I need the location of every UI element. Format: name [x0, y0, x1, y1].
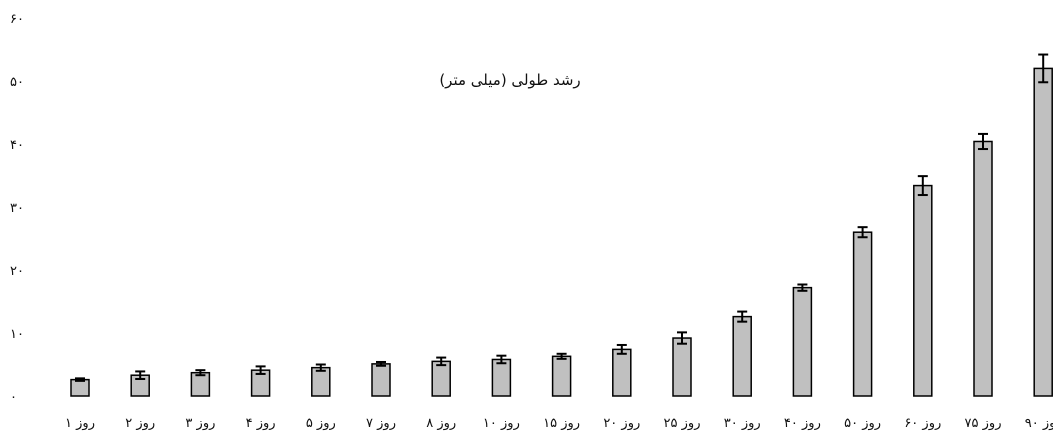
y-tick-label: ۵۰	[10, 75, 24, 90]
bar	[371, 363, 391, 397]
x-category-label: روز ۷۵	[965, 416, 1002, 431]
y-tick-label: ۲۰	[10, 264, 24, 279]
chart-title: رشد طولی (میلی متر)	[439, 71, 580, 89]
x-category-label: روز ۸	[426, 416, 456, 431]
y-tick-label: ۰	[10, 390, 17, 405]
bar	[792, 286, 813, 397]
y-tick-label: ۴۰	[10, 138, 24, 153]
bar	[311, 366, 331, 397]
error-bar	[857, 226, 868, 239]
x-category-label: روز ۶۰	[904, 416, 941, 431]
x-category-label: روز ۴۰	[784, 416, 821, 431]
x-category-label: روز ۳	[185, 416, 215, 431]
error-bar	[1038, 53, 1049, 84]
x-category-label: روز ۳۰	[724, 416, 761, 431]
x-category-label: روز ۱	[65, 416, 95, 431]
bar	[852, 231, 873, 397]
x-category-label: روز ۵	[306, 416, 336, 431]
error-bar	[797, 283, 808, 292]
y-tick-label: ۳۰	[10, 201, 24, 216]
y-tick-label: ۶۰	[10, 12, 24, 27]
bar	[612, 348, 632, 397]
x-category-label: روز ۵۰	[844, 416, 881, 431]
bar	[551, 355, 572, 397]
error-bar	[436, 356, 447, 367]
x-category-label: روز ۴	[246, 416, 276, 431]
x-category-label: روز ۱۵	[543, 416, 580, 431]
y-axis-ticks: ۰ ۱۰ ۲۰ ۳۰ ۴۰ ۵۰ ۶۰	[10, 12, 24, 405]
error-bar	[917, 175, 928, 197]
bar	[913, 184, 933, 397]
error-bar	[376, 360, 386, 367]
error-bar	[616, 343, 627, 355]
y-tick-label: ۱۰	[10, 327, 24, 342]
error-bar	[496, 354, 507, 365]
x-category-label: روز ۲۵	[664, 416, 701, 431]
error-bar	[315, 363, 326, 372]
error-bar	[556, 352, 567, 360]
x-category-label: روز ۲۰	[603, 416, 640, 431]
bar	[491, 358, 512, 397]
error-bars	[75, 53, 1049, 382]
x-category-label: روز ۱۰	[483, 416, 520, 431]
bars	[70, 67, 1053, 397]
error-bar	[677, 331, 687, 345]
x-category-label: روز ۷	[366, 416, 396, 431]
error-bar	[737, 310, 748, 323]
x-axis-labels: روز ۱ روز ۲ روز ۳ روز ۴ روز ۵ روز ۷ روز ۸ روز ۱…	[65, 416, 1053, 431]
bar	[70, 378, 90, 397]
x-category-label: روز ۲	[125, 416, 155, 431]
bar	[973, 140, 993, 397]
error-bar	[255, 365, 266, 375]
bar	[732, 315, 752, 397]
error-bar	[75, 377, 85, 382]
bar	[1033, 67, 1053, 397]
error-bar	[195, 369, 206, 377]
error-bar	[135, 370, 146, 380]
bar	[672, 337, 692, 397]
x-category-label: روز ۹۰	[1025, 416, 1053, 431]
error-bar	[978, 132, 988, 151]
bar	[431, 360, 451, 397]
